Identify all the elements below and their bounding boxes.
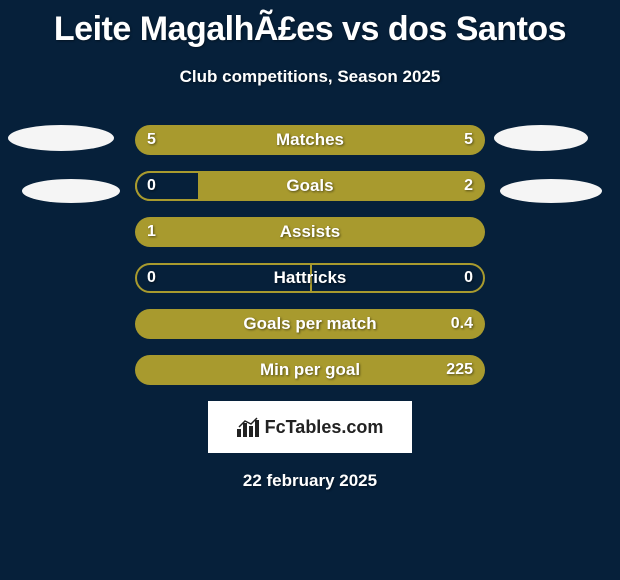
stat-value-left: 5 xyxy=(147,131,156,149)
stat-row-goals-per-match: Goals per match0.4 xyxy=(135,309,485,339)
chart-icon xyxy=(237,417,259,437)
stat-label: Min per goal xyxy=(135,360,485,380)
page-subtitle: Club competitions, Season 2025 xyxy=(0,67,620,87)
stat-value-right: 0.4 xyxy=(451,315,473,333)
stat-value-right: 0 xyxy=(464,269,473,287)
stat-label: Goals per match xyxy=(135,314,485,334)
team-oval-2 xyxy=(494,125,588,151)
brand-text: FcTables.com xyxy=(265,417,384,438)
stat-row-hattricks: Hattricks0 0 xyxy=(135,263,485,293)
stat-label: Matches xyxy=(135,130,485,150)
stat-value-left: 1 xyxy=(147,223,156,241)
stat-value-right: 5 xyxy=(464,131,473,149)
stat-row-min-per-goal: Min per goal225 xyxy=(135,355,485,385)
stat-row-matches: Matches5 5 xyxy=(135,125,485,155)
brand-logo: FcTables.com xyxy=(208,401,412,453)
stat-row-goals: Goals0 2 xyxy=(135,171,485,201)
page-title: Leite MagalhÃ£es vs dos Santos xyxy=(0,0,620,49)
stat-value-right: 225 xyxy=(446,361,473,379)
team-oval-3 xyxy=(500,179,602,203)
stat-value-left: 0 xyxy=(147,177,156,195)
stat-label: Assists xyxy=(135,222,485,242)
team-oval-0 xyxy=(8,125,114,151)
stat-value-left: 0 xyxy=(147,269,156,287)
stat-value-right: 2 xyxy=(464,177,473,195)
page-date: 22 february 2025 xyxy=(0,471,620,491)
stat-label: Hattricks xyxy=(135,268,485,288)
stat-label: Goals xyxy=(135,176,485,196)
stat-row-assists: Assists1 xyxy=(135,217,485,247)
team-oval-1 xyxy=(22,179,120,203)
stats-area: Matches55Goals02Assists1Hattricks00Goals… xyxy=(0,125,620,385)
